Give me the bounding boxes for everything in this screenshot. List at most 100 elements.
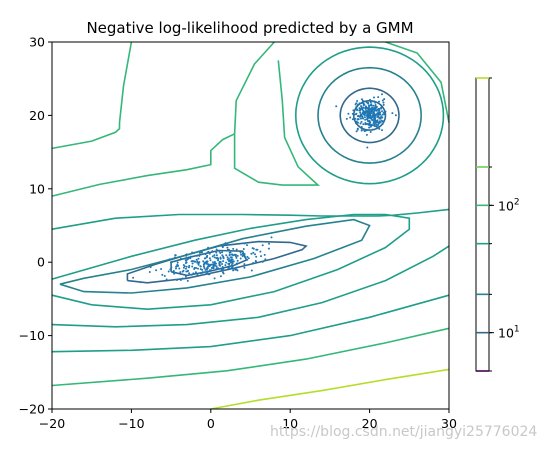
sample-point: [188, 264, 191, 267]
sample-point: [232, 247, 235, 250]
sample-point: [368, 126, 371, 129]
chart-title: Negative log-likelihood predicted by a G…: [86, 19, 413, 37]
sample-point: [224, 242, 227, 245]
sample-point: [213, 254, 216, 257]
sample-point: [367, 120, 370, 123]
sample-point: [247, 257, 250, 260]
sample-point: [362, 106, 365, 109]
y-tick-label: 30: [29, 35, 45, 50]
sample-point: [381, 110, 383, 113]
sample-point: [374, 125, 376, 128]
sample-point: [208, 269, 211, 272]
sample-point: [360, 98, 363, 101]
sample-point: [355, 130, 358, 133]
sample-point: [201, 251, 203, 254]
sample-point: [203, 267, 206, 269]
sample-point: [206, 251, 209, 254]
sample-point: [208, 264, 211, 267]
y-tick-label: −10: [19, 328, 45, 343]
contour-line: [294, 46, 445, 185]
sample-point: [205, 272, 208, 275]
sample-point: [188, 266, 190, 269]
sample-point: [355, 120, 358, 123]
sample-point: [234, 268, 237, 271]
sample-point: [226, 246, 229, 249]
sample-point: [251, 247, 254, 250]
sample-point: [224, 264, 227, 267]
sample-point: [231, 262, 234, 265]
sample-point: [167, 270, 170, 273]
sample-point: [372, 111, 375, 114]
sample-point: [215, 254, 218, 257]
sample-point: [369, 125, 372, 128]
sample-point: [219, 275, 222, 278]
sample-point: [394, 114, 397, 117]
sample-point: [241, 252, 244, 255]
sample-point: [201, 271, 204, 274]
sample-point: [378, 107, 381, 110]
contour-line: [126, 240, 308, 284]
sample-point: [169, 268, 172, 271]
sample-point: [178, 267, 181, 270]
sample-point: [244, 256, 246, 259]
sample-point: [214, 246, 217, 248]
contour-line: [51, 294, 450, 353]
contour-line: [59, 218, 371, 294]
sample-point: [182, 264, 185, 266]
sample-point: [235, 266, 238, 269]
sample-point: [160, 268, 163, 270]
sample-point: [378, 121, 381, 124]
sample-point: [206, 271, 209, 274]
sample-point: [235, 248, 238, 251]
sample-point: [372, 104, 375, 107]
sample-point: [199, 272, 202, 275]
sample-point: [148, 271, 151, 273]
sample-point: [353, 113, 356, 116]
sample-point: [179, 271, 182, 274]
sample-point: [194, 271, 197, 274]
sample-point: [236, 254, 239, 257]
sample-point: [358, 107, 361, 110]
sample-point: [204, 253, 207, 256]
sample-point: [184, 275, 187, 278]
y-tick-label: 0: [37, 255, 45, 270]
sample-point: [221, 246, 224, 249]
sample-point: [355, 122, 357, 125]
sample-point: [255, 255, 258, 258]
sample-point: [195, 258, 198, 261]
sample-point: [372, 107, 375, 110]
sample-point: [184, 262, 187, 264]
sample-point: [209, 259, 212, 262]
sample-point: [233, 253, 236, 256]
sample-point: [215, 265, 218, 268]
sample-point: [192, 272, 195, 275]
contour-line: [317, 66, 422, 164]
sample-point: [225, 261, 228, 264]
sample-point: [260, 255, 262, 258]
sample-point: [360, 127, 363, 130]
sample-point: [172, 270, 175, 272]
sample-point: [381, 99, 384, 102]
sample-point: [212, 261, 214, 264]
sample-point: [361, 108, 364, 111]
sample-point: [170, 266, 173, 269]
sample-point: [232, 260, 235, 263]
sample-point: [208, 257, 211, 260]
sample-point: [202, 265, 205, 268]
sample-point: [362, 109, 365, 112]
contour-line: [51, 213, 411, 311]
sample-point: [364, 105, 367, 108]
sample-point: [391, 112, 394, 115]
sample-point: [226, 256, 229, 259]
sample-point: [370, 109, 373, 112]
sample-point: [362, 123, 365, 126]
sample-point: [261, 260, 264, 263]
sample-point: [191, 262, 194, 265]
sample-point: [243, 253, 246, 256]
sample-point: [351, 118, 354, 121]
sample-point: [369, 117, 372, 120]
sample-point: [215, 248, 218, 251]
sample-point: [366, 146, 369, 149]
sample-point: [356, 118, 359, 121]
